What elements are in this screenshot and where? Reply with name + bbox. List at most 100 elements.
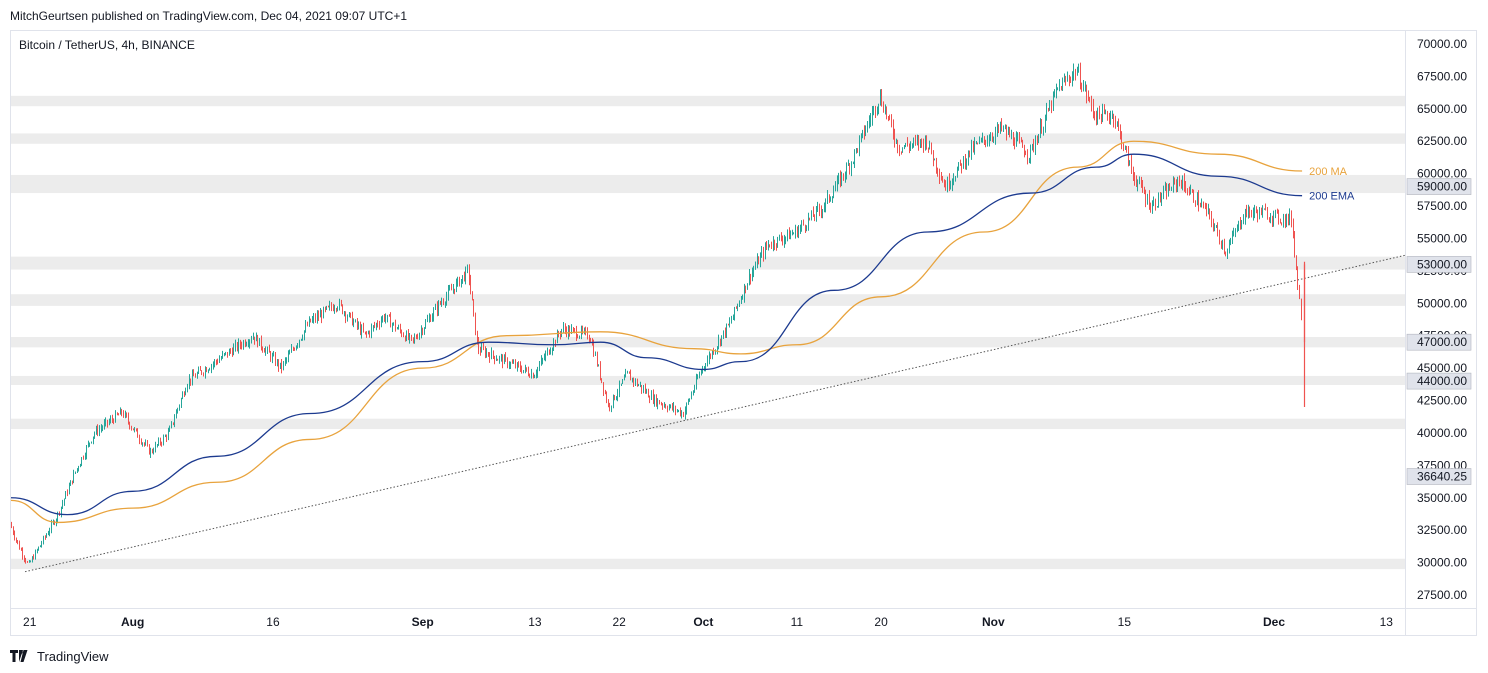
candle-body <box>477 334 478 342</box>
candle-body <box>576 329 577 338</box>
candle-body <box>1166 187 1167 197</box>
candle-body <box>837 179 838 187</box>
candle-body <box>661 404 662 406</box>
candle-body <box>469 267 470 280</box>
candle-body <box>1237 225 1238 232</box>
footer-brand[interactable]: TradingView <box>10 647 109 665</box>
price-level-tag[interactable] <box>1406 468 1472 485</box>
time-tick-label: 15 <box>1118 615 1132 629</box>
200-ema-line[interactable] <box>11 153 1303 516</box>
candle-body <box>137 429 138 438</box>
candle-body <box>449 288 450 290</box>
candle-body <box>616 396 617 400</box>
candle-body <box>819 207 820 211</box>
candle-body <box>190 378 191 383</box>
candle-body <box>168 431 169 439</box>
candle-body <box>534 376 535 378</box>
candle-body <box>1005 127 1006 129</box>
candle-body <box>976 142 977 144</box>
price-level-tag[interactable] <box>1406 178 1472 195</box>
candle-body <box>510 362 511 366</box>
candle-body <box>133 428 134 431</box>
symbol-label: Bitcoin / TetherUS, 4h, BINANCE <box>19 38 195 52</box>
candle-body <box>1089 98 1090 100</box>
chart-frame[interactable] <box>10 30 1477 636</box>
price-level-tags: 59000.00 53000.00 47000.00 44000.00 36640.25 <box>1406 178 1472 485</box>
candle-body <box>846 164 847 176</box>
candle-body <box>456 281 457 292</box>
candle-body <box>491 351 492 359</box>
candle-body <box>448 289 449 297</box>
candle-body <box>1195 201 1196 205</box>
candle-body <box>857 148 858 151</box>
candle-body <box>136 428 137 430</box>
candle-body <box>497 359 498 361</box>
candle-body <box>229 350 230 356</box>
candle-body <box>88 443 89 447</box>
candle-body <box>1229 244 1230 252</box>
price-level-tag[interactable] <box>1406 333 1472 351</box>
candle-body <box>110 418 111 422</box>
candle-body <box>435 306 436 310</box>
candle-body <box>960 162 961 164</box>
candle-body <box>817 207 818 209</box>
candle-body <box>454 288 455 292</box>
candle-body <box>696 378 697 388</box>
candle-body <box>217 361 218 363</box>
candle-body <box>1203 204 1204 206</box>
candle-body <box>798 229 799 237</box>
price-level-tag[interactable] <box>1406 372 1472 390</box>
candle-body <box>11 523 12 528</box>
candle-body <box>737 304 738 308</box>
price-tick-label: 70000.00 <box>1417 37 1467 51</box>
candle-body <box>614 395 615 400</box>
candle-body <box>265 349 266 353</box>
candle-body <box>259 338 260 346</box>
candle-body <box>1275 211 1276 213</box>
candle-body <box>1227 251 1228 254</box>
candle-body <box>473 300 474 313</box>
candle-body <box>782 239 783 243</box>
candle-body <box>160 439 161 444</box>
time-tick-label: 16 <box>266 615 280 629</box>
price-level-tag[interactable] <box>1406 256 1472 273</box>
price-tick-label: 45000.00 <box>1417 361 1467 375</box>
candle-body <box>200 369 201 371</box>
candle-body <box>1093 105 1094 114</box>
candle-body <box>1048 108 1049 111</box>
candle-body <box>789 230 790 239</box>
candle-body <box>1080 68 1081 87</box>
candle-body <box>881 93 882 106</box>
candle-body <box>883 105 884 112</box>
candle-body <box>494 356 495 361</box>
ascending-trendline[interactable] <box>24 254 1405 573</box>
candle-body <box>1160 193 1161 201</box>
candle-body <box>464 275 465 281</box>
candle-body <box>848 164 849 166</box>
candle-body <box>1249 206 1250 213</box>
candle-body <box>835 186 836 192</box>
candle-body <box>777 237 778 247</box>
candle-body <box>1006 127 1007 135</box>
candle-body <box>968 150 969 161</box>
candle-body <box>64 498 65 503</box>
candle-body <box>1017 137 1018 139</box>
candle-body <box>1293 222 1294 236</box>
candle-body <box>57 512 58 520</box>
candle-body <box>459 277 460 286</box>
candle-body <box>1101 115 1102 122</box>
price-zone <box>11 337 1405 348</box>
candle-body <box>544 357 545 359</box>
candle-body <box>715 349 716 354</box>
price-level-tag-text: 59000.00 <box>1417 180 1467 194</box>
200-ma-line[interactable] <box>11 140 1303 524</box>
candle-body <box>1173 180 1174 190</box>
candle-body <box>806 227 807 229</box>
candle-body <box>990 137 991 141</box>
candle-body <box>475 312 476 335</box>
candle-body <box>104 422 105 428</box>
candle-body <box>345 312 346 319</box>
candle-body <box>1144 190 1145 194</box>
candle-body <box>153 451 154 453</box>
